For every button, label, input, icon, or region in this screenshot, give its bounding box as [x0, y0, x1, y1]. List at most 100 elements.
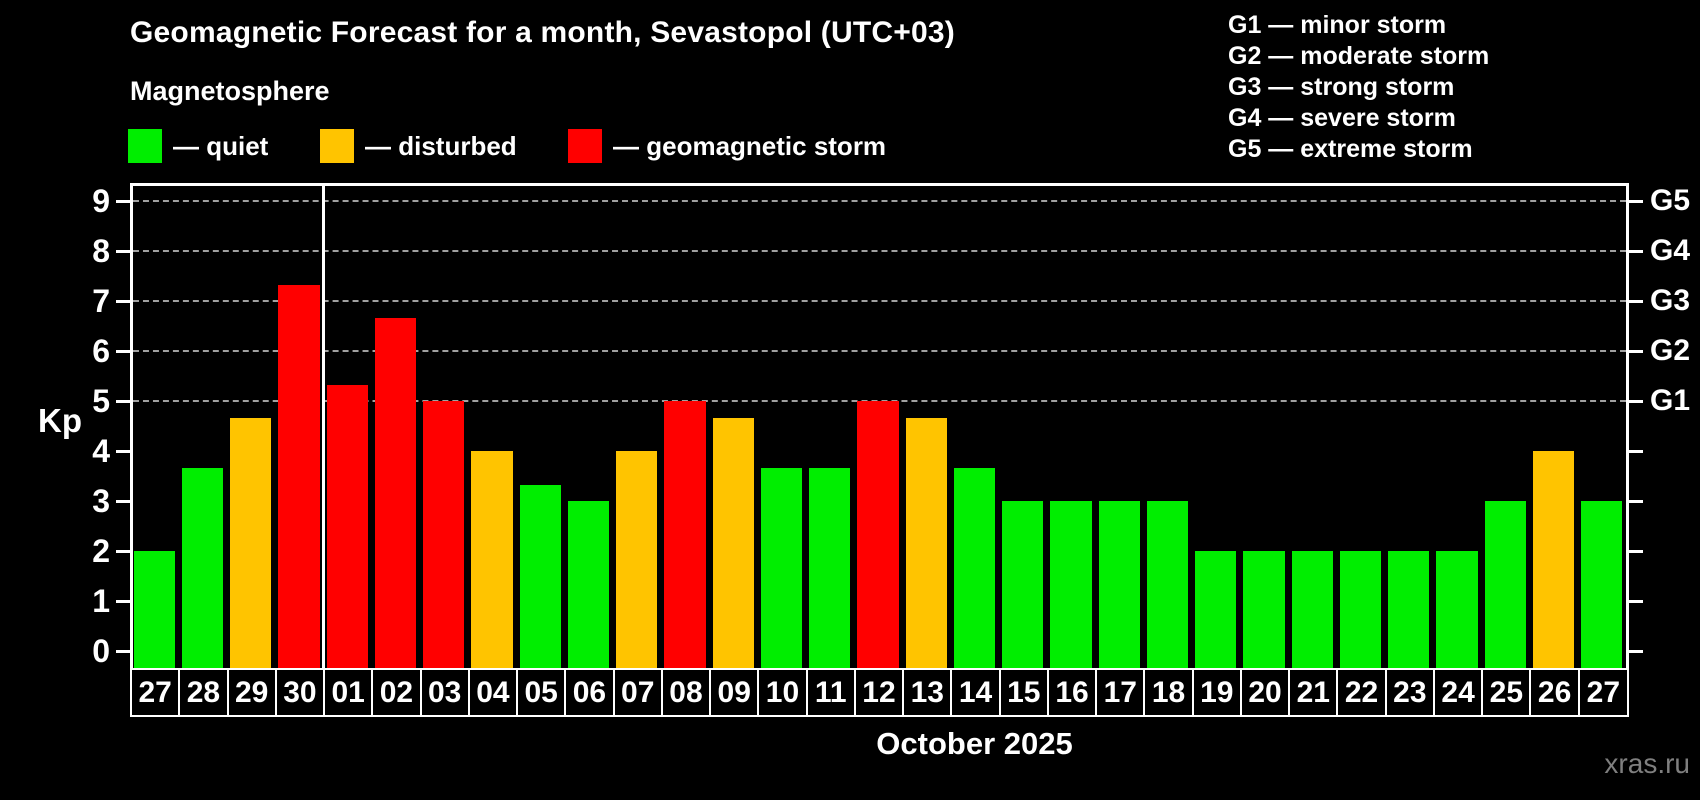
bar-10-kp-3.67: [760, 467, 803, 668]
right-tick-kp6: [1629, 349, 1643, 353]
y-tick-label-4: 4: [92, 433, 110, 469]
bar-13-kp-4.67: [905, 417, 947, 668]
date-label-20-oct: 20: [1242, 670, 1291, 715]
date-label-17-oct: 17: [1097, 670, 1146, 715]
bar-20-kp-2: [1243, 551, 1285, 668]
date-axis-row: 27 28 29 30 01 02 03 04 05 06 07 08 09 10 11 12 13 14 15 16…: [130, 668, 1629, 717]
date-label-09-oct: 09: [711, 670, 760, 715]
y-tick-label-2: 2: [92, 533, 110, 569]
bar-30-kp-7.33: [278, 284, 320, 668]
bar-03-kp-5: [423, 401, 465, 668]
bar-04-kp-4: [471, 451, 513, 668]
chart-title: Geomagnetic Forecast for a month, Sevast…: [130, 16, 955, 49]
date-label-29-sep: 29: [229, 670, 277, 715]
date-label-10-oct: 10: [759, 670, 808, 715]
date-label-27-oct: 27: [1586, 676, 1621, 709]
right-tick-kp2: [1629, 549, 1643, 553]
date-label-12-oct: 12: [856, 670, 905, 715]
storm-color-swatch: [568, 129, 602, 163]
left-tick-kp3: [116, 499, 130, 503]
bar-05-kp-3.33: [519, 484, 561, 668]
legend-item-quiet: — quiet: [128, 128, 268, 164]
y-tick-label-1: 1: [92, 583, 110, 619]
date-label-18-oct: 18: [1145, 670, 1194, 715]
date-label-06-oct: 06: [566, 670, 615, 715]
g-legend-line-g5: G5 — extreme storm: [1228, 135, 1473, 163]
bar-27-kp-2: [133, 551, 175, 668]
date-label-04-oct: 04: [470, 670, 519, 715]
left-tick-kp6: [116, 349, 130, 353]
date-label-21-oct: 21: [1290, 670, 1339, 715]
date-label-01-oct: 01: [325, 670, 374, 715]
legend-label-quiet: — quiet: [173, 130, 269, 161]
y-tick-label-0: 0: [92, 633, 110, 669]
bar-27-kp-3: [1581, 501, 1623, 668]
bar-25-kp-3: [1484, 501, 1526, 668]
right-tick-kp8: [1629, 249, 1643, 253]
g-scale-label-g4: G4: [1650, 234, 1691, 267]
month-separator-line: [321, 186, 325, 668]
date-label-19-oct: 19: [1194, 670, 1242, 715]
left-tick-kp2: [116, 549, 130, 553]
g-scale-label-g3: G3: [1650, 284, 1691, 317]
gridline-kp9: [133, 200, 1626, 202]
bar-16-kp-3: [1050, 501, 1092, 668]
x-axis-month-label: October 2025: [876, 726, 1073, 761]
y-tick-label-3: 3: [92, 483, 110, 519]
g-scale-label-g5: G5: [1650, 184, 1691, 217]
g-scale-label-g1: G1: [1650, 384, 1691, 417]
bar-26-kp-4: [1532, 451, 1575, 668]
date-label-30-sep: 30: [277, 670, 326, 715]
gridline-kp6: [133, 350, 1626, 352]
right-tick-kp4: [1629, 449, 1643, 453]
y-axis-left-spine: [130, 183, 133, 668]
g-scale-label-g2: G2: [1650, 334, 1691, 367]
bar-01-kp-5.33: [326, 384, 368, 668]
g-legend-line-g2: G2 — moderate storm: [1228, 42, 1490, 70]
legend-item-storm: — geomagnetic storm: [568, 128, 886, 164]
bar-11-kp-3.67: [809, 467, 851, 668]
left-tick-kp1: [116, 599, 130, 603]
bar-02-kp-6.67: [374, 317, 417, 668]
legend-item-disturbed: — disturbed: [320, 128, 517, 164]
bar-29-kp-4.67: [230, 417, 272, 668]
gridline-kp8: [133, 250, 1626, 252]
bar-09-kp-4.67: [712, 417, 754, 668]
left-tick-kp5: [116, 399, 130, 403]
left-tick-kp4: [116, 449, 130, 453]
plot-top-border: [130, 183, 1629, 186]
left-tick-kp9: [116, 199, 130, 203]
bar-06-kp-3: [567, 501, 610, 668]
g-legend-line-g1: G1 — minor storm: [1228, 11, 1447, 39]
legend-label-storm: — geomagnetic storm: [613, 130, 887, 161]
watermark-xras: xras.ru: [1604, 748, 1690, 779]
date-label-05-oct: 05: [518, 670, 567, 715]
bar-19-kp-2: [1195, 551, 1237, 668]
bar-17-kp-3: [1098, 501, 1140, 668]
date-label-16-oct: 16: [1049, 670, 1098, 715]
bar-12-kp-5: [857, 401, 899, 668]
date-label-07-oct: 07: [615, 670, 663, 715]
date-label-22-oct: 22: [1338, 670, 1387, 715]
right-tick-kp3: [1629, 499, 1643, 503]
date-label-23-oct: 23: [1387, 670, 1435, 715]
date-label-13-oct: 13: [904, 670, 953, 715]
y-tick-label-8: 8: [92, 233, 110, 269]
g-legend-line-g4: G4 — severe storm: [1228, 104, 1456, 132]
date-label-03-oct: 03: [422, 670, 470, 715]
y-tick-label-5: 5: [92, 383, 110, 419]
right-tick-kp7: [1629, 299, 1643, 303]
gridline-kp7: [133, 300, 1626, 302]
bar-21-kp-2: [1291, 551, 1333, 668]
date-label-24-oct: 24: [1435, 670, 1484, 715]
bar-23-kp-2: [1388, 551, 1430, 668]
g-legend-line-g3: G3 — strong storm: [1228, 73, 1455, 101]
bar-22-kp-2: [1339, 551, 1382, 668]
date-label-15-oct: 15: [1001, 670, 1049, 715]
bar-18-kp-3: [1146, 501, 1189, 668]
legend-label-disturbed: — disturbed: [365, 130, 517, 161]
disturbed-color-swatch: [320, 129, 354, 163]
date-label-28-sep: 28: [180, 670, 229, 715]
bar-24-kp-2: [1436, 551, 1478, 668]
